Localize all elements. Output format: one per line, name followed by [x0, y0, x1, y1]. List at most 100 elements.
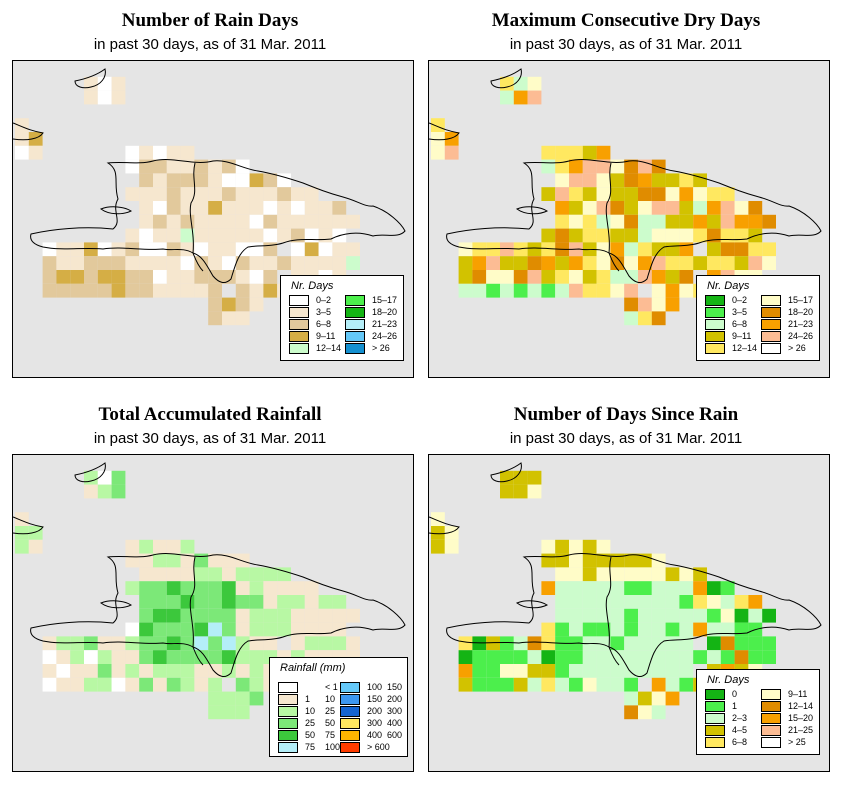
grid-cell [28, 132, 43, 146]
legend-label: 6–8 [732, 319, 748, 329]
grid-cell [111, 470, 126, 485]
grid-cell [304, 256, 319, 270]
grid-cell [638, 664, 652, 678]
grid-cell [762, 242, 776, 257]
grid-cell [318, 608, 333, 623]
grid-cell [693, 256, 707, 270]
grid-cell [166, 677, 181, 692]
grid-cell [734, 636, 749, 651]
grid-cell [610, 159, 625, 174]
grid-cell [748, 214, 763, 229]
grid-cell [582, 283, 597, 298]
grid-cell [194, 242, 209, 257]
grid-cell [346, 608, 360, 623]
grid-cell [235, 595, 250, 609]
grid-cell [235, 173, 250, 188]
legend-swatch [345, 343, 365, 354]
cuba-coast-outline [429, 122, 460, 141]
grid-cell [249, 636, 264, 651]
grid-cell [180, 173, 195, 188]
grid-cell [513, 650, 528, 664]
grid-cell [194, 270, 209, 284]
grid-cell [97, 650, 112, 664]
panel-title: Maximum Consecutive Dry Days [491, 10, 761, 31]
grid-cell [194, 256, 209, 270]
grid-cell [527, 650, 542, 664]
grid-cell [153, 159, 167, 174]
grid-cell [638, 242, 652, 257]
legend-swatch [289, 307, 309, 318]
grid-cell [15, 132, 29, 146]
gonave-island-outline [99, 206, 132, 215]
grid-cell [582, 201, 597, 215]
grid-cell [458, 636, 473, 651]
legend-label: 3–5 [316, 307, 332, 317]
country-border [605, 556, 620, 666]
grid-cell [208, 581, 222, 595]
grid-cell [70, 270, 84, 284]
grid-cell [500, 650, 514, 664]
grid-cell [762, 636, 776, 651]
legend: Nr. Days 0–2 3–5 6–8 9–11 12–14 15–17 18… [280, 275, 404, 361]
grid-cell [665, 242, 680, 257]
grid-cell [84, 76, 98, 91]
grid-cell [222, 201, 236, 215]
legend-swatch [289, 295, 309, 306]
grid-cell [596, 242, 611, 257]
grid-cell [444, 132, 459, 146]
grid-cell [291, 636, 305, 651]
grid-cell [153, 201, 167, 215]
grid-cell [500, 636, 514, 651]
grid-cell [249, 595, 264, 609]
grid-cell [180, 270, 195, 284]
grid-cell [125, 242, 140, 257]
grid-cell [707, 595, 721, 609]
grid-cell [693, 228, 707, 243]
grid-cell [235, 705, 250, 720]
grid-cell [222, 297, 236, 312]
grid-cell [222, 595, 236, 609]
grid-cell [125, 622, 140, 637]
legend-swatch [340, 706, 360, 717]
grid-cell [139, 608, 153, 623]
grid-cell [513, 283, 528, 298]
grid-cell [679, 608, 694, 623]
grid-cell [720, 608, 735, 623]
grid-cell [111, 650, 126, 664]
grid-cell [180, 283, 195, 298]
grid-cell [235, 270, 250, 284]
grid-cell [610, 201, 625, 215]
grid-cell [304, 201, 319, 215]
grid-cell [111, 256, 126, 270]
grid-cell [651, 283, 666, 298]
legend: Rainfall (mm) < 1 1 10 10 25 25 50 50 75 75 1… [269, 657, 408, 757]
grid-cell [596, 636, 611, 651]
grid-cell [596, 664, 611, 678]
grid-cell [249, 664, 264, 678]
grid-cell [180, 256, 195, 270]
grid-cell [486, 664, 500, 678]
grid-cell [486, 242, 500, 257]
grid-cell [555, 145, 569, 160]
grid-cell [125, 283, 140, 298]
grid-cell [486, 270, 500, 284]
northern-island-outline [74, 68, 106, 89]
grid-cell [624, 595, 638, 609]
grid-cell [208, 677, 222, 692]
grid-cell [555, 622, 569, 637]
grid-cell [693, 650, 707, 664]
grid-cell [235, 608, 250, 623]
grid-cell [222, 311, 236, 326]
cuba-coast-outline [13, 516, 44, 535]
grid-cell [125, 677, 140, 692]
grid-cell [166, 214, 181, 229]
grid-cell [332, 242, 347, 257]
grid-cell [679, 595, 694, 609]
grid-cell [472, 636, 487, 651]
grid-cell [638, 608, 652, 623]
legend-label-from: 10 [305, 706, 316, 716]
grid-cell [651, 567, 666, 582]
grid-cell [208, 691, 222, 706]
grid-cell [734, 608, 749, 623]
grid-cell [97, 270, 112, 284]
